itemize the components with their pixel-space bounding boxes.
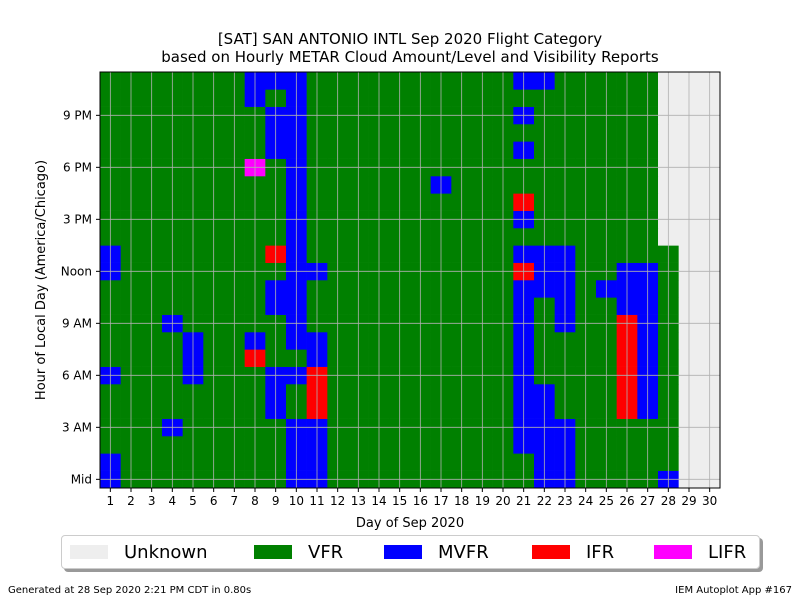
x-tick-label: 25: [599, 494, 614, 508]
x-tick-label: 20: [495, 494, 510, 508]
legend-swatch: [254, 545, 292, 559]
y-tick-label: 3 AM: [62, 420, 92, 434]
x-tick-label: 4: [169, 494, 177, 508]
y-tick-label: Mid: [71, 472, 92, 486]
x-tick-label: 6: [210, 494, 218, 508]
legend-swatch: [70, 545, 108, 559]
plot-frame: [99, 71, 721, 489]
x-axis-label: Day of Sep 2020: [356, 516, 464, 531]
x-tick-label: 15: [392, 494, 407, 508]
legend-swatch: [384, 545, 422, 559]
footer-app: IEM Autoplot App #167: [675, 585, 792, 596]
y-tick-label: 9 PM: [63, 108, 92, 122]
legend-item-lifr: LIFR: [654, 541, 747, 563]
x-tick-label: 13: [351, 494, 366, 508]
y-tick-label: 6 PM: [63, 160, 92, 174]
x-tick-label: 1: [107, 494, 115, 508]
gridlines: [100, 72, 720, 488]
legend-label: IFR: [586, 541, 615, 563]
x-tick-label: 22: [537, 494, 552, 508]
x-tick-label: 26: [619, 494, 634, 508]
legend-label: VFR: [308, 541, 344, 563]
footer-generated: Generated at 28 Sep 2020 2:21 PM CDT in …: [8, 585, 252, 596]
legend-swatch: [532, 545, 570, 559]
legend-item-unknown: Unknown: [70, 541, 208, 563]
x-tick-label: 11: [309, 494, 324, 508]
x-tick-label: 19: [475, 494, 490, 508]
chart-title-line2: based on Hourly METAR Cloud Amount/Level…: [161, 48, 659, 66]
legend-label: MVFR: [438, 541, 489, 563]
legend-label: LIFR: [708, 541, 747, 563]
x-tick-label: 24: [578, 494, 593, 508]
x-tick-label: 28: [661, 494, 676, 508]
x-tick-label: 17: [433, 494, 448, 508]
x-tick-label: 12: [330, 494, 345, 508]
x-tick-label: 8: [251, 494, 259, 508]
x-tick-label: 30: [702, 494, 717, 508]
x-tick-label: 16: [413, 494, 428, 508]
x-tick-label: 14: [371, 494, 386, 508]
axes: 1 2 3 4 5 6 7 8 9 10 11 12 13 14 15 16 17 18 19 20 21 22 23 24 2…: [61, 71, 721, 508]
legend-item-vfr: VFR: [254, 541, 344, 563]
chart-title: [SAT] SAN ANTONIO INTL Sep 2020 Flight C…: [0, 30, 800, 66]
legend-label: Unknown: [124, 541, 208, 563]
x-tick-label: 23: [557, 494, 572, 508]
x-tick-label: 18: [454, 494, 469, 508]
y-tick-label: 3 PM: [63, 212, 92, 226]
x-tick-label: 3: [148, 494, 156, 508]
legend-item-ifr: IFR: [532, 541, 615, 563]
x-tick-label: 27: [640, 494, 655, 508]
legend-swatch: [654, 545, 692, 559]
y-tick-label: 9 AM: [62, 316, 92, 330]
y-tick-label: Noon: [61, 264, 92, 278]
y-tick-label: 6 AM: [62, 368, 92, 382]
x-tick-label: 10: [289, 494, 304, 508]
x-tick-label: 9: [272, 494, 280, 508]
chart-title-line1: [SAT] SAN ANTONIO INTL Sep 2020 Flight C…: [217, 30, 603, 48]
legend-item-mvfr: MVFR: [384, 541, 489, 563]
x-tick-label: 21: [516, 494, 531, 508]
legend: Unknown VFR MVFR IFR LIFR: [61, 535, 760, 569]
y-axis-label: Hour of Local Day (America/Chicago): [34, 160, 49, 400]
x-tick-label: 2: [127, 494, 135, 508]
x-tick-label: 5: [189, 494, 197, 508]
x-tick-label: 29: [681, 494, 696, 508]
x-tick-label: 7: [231, 494, 239, 508]
